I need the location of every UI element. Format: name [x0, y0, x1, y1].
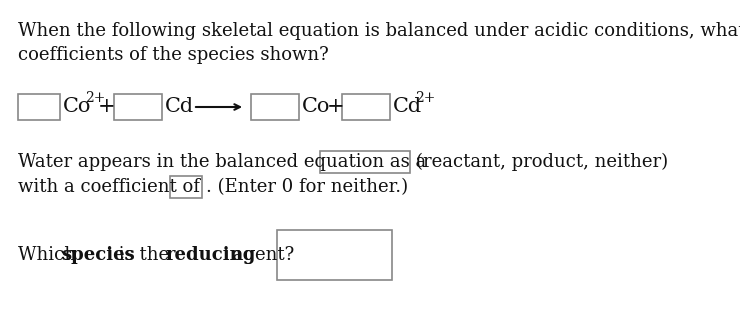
Text: species: species — [61, 246, 135, 264]
Text: Cd: Cd — [393, 98, 422, 117]
Bar — [320, 151, 410, 173]
Text: When the following skeletal equation is balanced under acidic conditions, what a: When the following skeletal equation is … — [18, 22, 740, 40]
Text: . (Enter 0 for neither.): . (Enter 0 for neither.) — [206, 178, 408, 196]
Text: reducing: reducing — [165, 246, 255, 264]
Text: coefficients of the species shown?: coefficients of the species shown? — [18, 46, 329, 64]
Text: Co: Co — [63, 98, 91, 117]
Text: 2+: 2+ — [415, 91, 435, 105]
Text: is the: is the — [113, 246, 175, 264]
Text: agent?: agent? — [227, 246, 295, 264]
Bar — [277, 230, 392, 280]
Text: Cd: Cd — [165, 98, 194, 117]
Text: Co: Co — [302, 98, 330, 117]
Text: Water appears in the balanced equation as a: Water appears in the balanced equation a… — [18, 153, 426, 171]
Text: (reactant, product, neither): (reactant, product, neither) — [416, 153, 668, 171]
Bar — [170, 176, 202, 198]
Bar — [251, 94, 299, 120]
Text: 2+: 2+ — [85, 91, 105, 105]
Text: with a coefficient of: with a coefficient of — [18, 178, 200, 196]
Bar — [114, 94, 162, 120]
Bar — [18, 94, 60, 120]
Text: +: + — [98, 98, 115, 117]
Bar — [342, 94, 390, 120]
Text: Which: Which — [18, 246, 81, 264]
Text: +: + — [327, 98, 345, 117]
